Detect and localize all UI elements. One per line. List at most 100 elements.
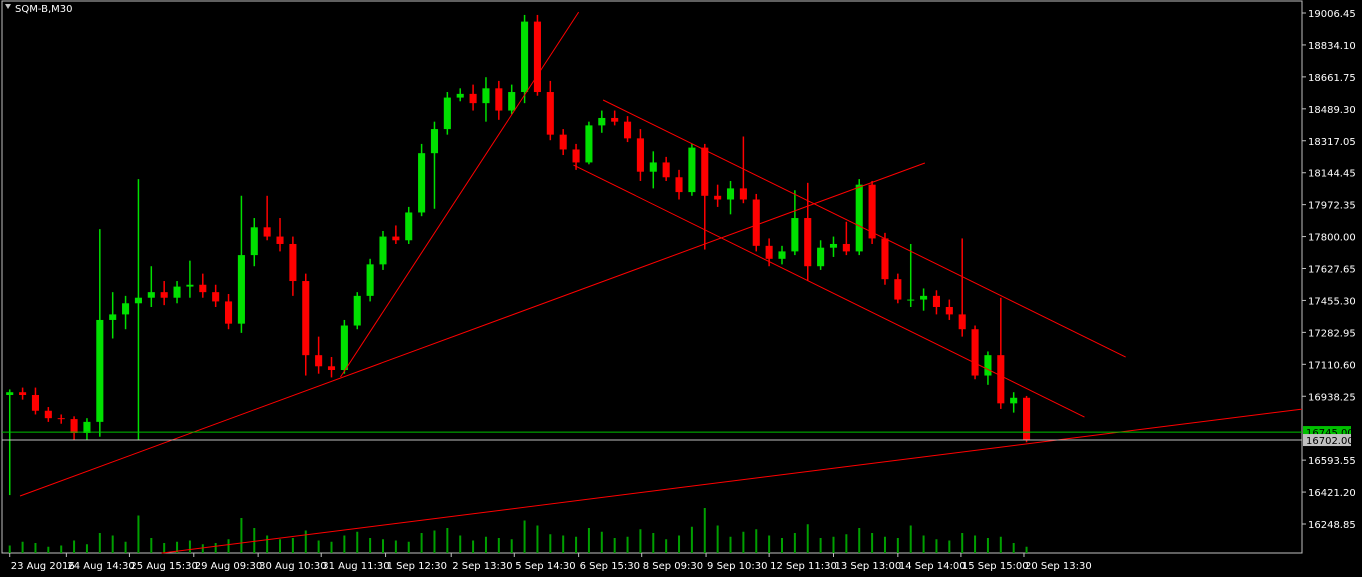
- candle-body: [392, 236, 400, 241]
- candle-body: [289, 243, 297, 282]
- y-tick-label: 16593.55: [1308, 456, 1356, 467]
- candle-body: [263, 227, 271, 237]
- candle-body: [804, 218, 812, 267]
- candle-body: [469, 93, 477, 104]
- x-tick-label: 30 Aug 10:30: [259, 561, 326, 572]
- candle-body: [559, 134, 567, 150]
- candle-body: [327, 366, 336, 370]
- candle-body: [521, 21, 529, 93]
- candle-body: [971, 329, 979, 376]
- x-tick-label: 2 Sep 13:30: [452, 561, 512, 572]
- y-tick-label: 16421.20: [1308, 488, 1356, 499]
- candle-body: [752, 199, 760, 246]
- candle-body: [134, 297, 142, 304]
- candle-body: [984, 355, 992, 376]
- candle-body: [109, 314, 117, 320]
- x-tick-label: 9 Sep 10:30: [707, 561, 767, 572]
- candle-body: [212, 292, 220, 302]
- candle-body: [688, 147, 696, 193]
- y-tick-label: 18317.05: [1308, 137, 1356, 148]
- candle-body: [508, 92, 516, 111]
- y-tick-label: 18489.30: [1308, 105, 1356, 116]
- candle-body: [932, 295, 940, 307]
- candle-body: [636, 138, 644, 172]
- candle-body: [907, 299, 915, 301]
- price-label: 16702.00: [1306, 436, 1354, 447]
- candle-body: [920, 295, 928, 300]
- candle-body: [250, 227, 258, 256]
- candle-body: [894, 279, 902, 300]
- y-tick-label: 17282.95: [1308, 328, 1356, 339]
- candle-body: [765, 245, 773, 259]
- candle-body: [353, 295, 361, 326]
- candle-body: [997, 355, 1005, 404]
- candle-body: [598, 117, 606, 126]
- x-tick-label: 6 Sep 15:30: [580, 561, 640, 572]
- candle-body: [224, 301, 233, 324]
- trend-line: [573, 164, 1085, 418]
- trend-line: [340, 11, 580, 378]
- x-tick-label: 13 Sep 13:00: [834, 561, 901, 572]
- candle-body: [533, 21, 541, 93]
- candle-body: [430, 129, 439, 154]
- y-tick-label: 18144.45: [1308, 169, 1356, 180]
- candle-body: [456, 93, 464, 98]
- candle-body: [649, 162, 657, 172]
- plot-frame: [1, 0, 1303, 554]
- y-tick-label: 17455.30: [1308, 296, 1356, 307]
- candle-body: [675, 177, 683, 193]
- candle-body: [662, 162, 670, 178]
- candle-body: [96, 319, 104, 422]
- candle-body: [405, 212, 413, 241]
- candle-body: [546, 92, 554, 135]
- candle-body: [57, 418, 65, 420]
- title-icon: [5, 4, 11, 9]
- candle-body: [19, 392, 27, 396]
- candle-body: [70, 419, 78, 433]
- x-tick-label: 31 Aug 11:30: [322, 561, 389, 572]
- candle-body: [624, 121, 632, 139]
- candle-body: [379, 236, 387, 265]
- candle-body: [842, 243, 850, 252]
- candle-body: [829, 243, 838, 248]
- chart-title: SQM-B,M30: [15, 4, 73, 15]
- candle-body: [611, 117, 619, 122]
- candle-body: [482, 88, 490, 104]
- x-tick-label: 25 Aug 15:30: [130, 561, 197, 572]
- candle-body: [739, 188, 747, 200]
- candle-body: [791, 218, 799, 252]
- candle-body: [443, 97, 451, 130]
- x-tick-label: 8 Sep 09:30: [643, 561, 703, 572]
- candle-body: [817, 247, 825, 267]
- candle-body: [778, 251, 786, 259]
- candle-body: [186, 284, 194, 287]
- candle-body: [585, 125, 593, 163]
- x-tick-label: 23 Aug 2016: [11, 561, 75, 572]
- candle-body: [418, 153, 426, 213]
- y-tick-label: 17972.35: [1308, 201, 1356, 212]
- y-tick-label: 17627.65: [1308, 265, 1356, 276]
- candle-body: [958, 314, 966, 330]
- candle-body: [572, 149, 580, 163]
- y-tick-label: 18661.75: [1308, 73, 1356, 84]
- y-tick-label: 16248.85: [1308, 520, 1356, 531]
- candle-body: [855, 184, 863, 252]
- x-tick-label: 29 Aug 09:30: [195, 561, 262, 572]
- candle-body: [237, 255, 245, 324]
- candle-body: [1010, 397, 1018, 404]
- x-tick-label: 20 Sep 13:30: [1025, 561, 1092, 572]
- y-tick-label: 18834.10: [1308, 41, 1356, 52]
- candle-body: [1023, 397, 1031, 441]
- candle-body: [302, 281, 310, 356]
- y-tick-label: 16938.25: [1308, 392, 1356, 403]
- candle-body: [340, 325, 348, 370]
- y-tick-label: 19006.45: [1308, 9, 1356, 20]
- candle-body: [945, 306, 953, 315]
- x-tick-label: 14 Sep 14:00: [899, 561, 966, 572]
- x-tick-label: 1 Sep 12:30: [387, 561, 447, 572]
- candle-body: [199, 284, 207, 293]
- candle-body: [366, 264, 374, 296]
- candle-body: [276, 236, 284, 244]
- x-tick-label: 24 Aug 14:30: [67, 561, 134, 572]
